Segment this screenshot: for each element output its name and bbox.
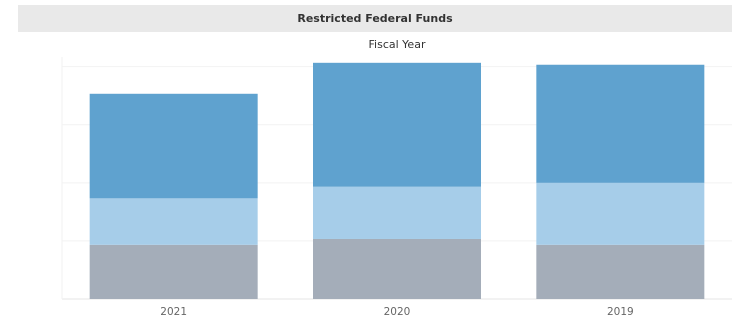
bar-segment-2020-1[interactable] — [313, 186, 481, 239]
x-tick-label: 2019 — [607, 306, 634, 318]
bar-segment-2020-2[interactable] — [313, 62, 481, 187]
x-tick-label: 2021 — [160, 306, 187, 318]
bar-segment-2021-0[interactable] — [89, 244, 258, 299]
chart-title: Restricted Federal Funds — [297, 12, 453, 25]
bar-segment-2019-0[interactable] — [536, 244, 705, 299]
chart-title-bar: Restricted Federal Funds — [18, 5, 732, 32]
bar-segment-2019-2[interactable] — [536, 64, 705, 183]
bar-segment-2021-2[interactable] — [89, 93, 258, 199]
bar-segment-2019-1[interactable] — [536, 182, 705, 245]
bar-segment-2020-0[interactable] — [313, 238, 481, 299]
bar-segment-2021-1[interactable] — [89, 198, 258, 245]
x-tick-label: 2020 — [384, 306, 411, 318]
column-header: Fiscal Year — [368, 38, 426, 51]
